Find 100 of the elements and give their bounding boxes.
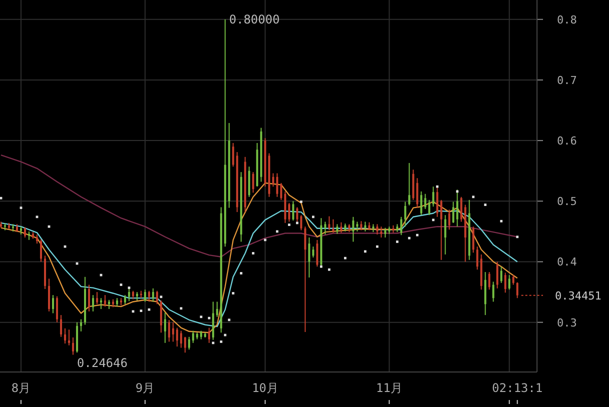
candlestick	[280, 182, 282, 200]
candlestick	[232, 142, 234, 168]
candlestick	[168, 319, 170, 342]
candlestick	[48, 278, 50, 312]
candlestick	[424, 193, 426, 210]
x-tick-label: 8月	[11, 381, 31, 395]
candlestick	[60, 314, 62, 338]
candlestick	[332, 218, 334, 234]
point	[516, 236, 519, 238]
candlestick	[504, 272, 506, 294]
candlestick	[500, 266, 502, 284]
candlestick	[144, 289, 146, 302]
candlestick	[400, 216, 402, 236]
x-tick-label: 02:13:1	[492, 381, 543, 395]
candlestick	[88, 284, 90, 312]
candlestick	[376, 224, 378, 235]
candlestick	[496, 261, 498, 289]
candlestick	[276, 172, 278, 198]
candlestick	[384, 227, 386, 238]
point	[228, 318, 230, 322]
y-tick-label: 0.6	[557, 134, 577, 148]
candlestick	[80, 318, 82, 332]
candlestick	[252, 172, 254, 194]
candlestick	[460, 196, 462, 222]
candlestick	[452, 201, 454, 224]
candlestick	[312, 246, 314, 258]
candlestick	[420, 190, 422, 216]
candlestick	[104, 294, 106, 308]
candlestick	[72, 336, 74, 356]
point	[132, 310, 134, 313]
x-tick-label: 11月	[376, 381, 402, 395]
candlestick	[100, 298, 102, 310]
candlestick	[444, 214, 446, 255]
candlestick	[432, 186, 434, 208]
y-tick-label: 0.8	[557, 13, 577, 26]
candlestick	[436, 187, 438, 218]
point	[140, 310, 142, 312]
y-tick-label: 0.4	[557, 256, 578, 269]
candlestick	[316, 239, 318, 268]
candlestick	[492, 281, 494, 302]
candlestick	[476, 246, 478, 270]
candlestick	[176, 327, 178, 348]
candlestick	[56, 296, 58, 323]
candlestick	[208, 327, 210, 344]
candlestick	[408, 162, 410, 206]
point	[312, 216, 314, 218]
candlestick	[356, 221, 358, 232]
y-tick-label: 0.3	[557, 316, 577, 330]
candlestick	[40, 238, 42, 262]
candlestick	[336, 224, 338, 234]
candlestick	[300, 214, 302, 231]
candlestick	[172, 322, 174, 342]
candlestick	[92, 294, 94, 312]
candlestick	[340, 222, 342, 234]
candlestick	[488, 272, 490, 290]
candlestick	[380, 226, 382, 238]
candlestick	[304, 226, 306, 333]
candlestick	[96, 292, 98, 305]
candlestick	[288, 202, 290, 222]
candlestick	[512, 274, 514, 286]
point	[180, 307, 182, 310]
candlestick	[164, 312, 166, 344]
candlestick	[160, 300, 162, 334]
candlestick	[328, 216, 330, 231]
candlestick	[128, 288, 130, 302]
x-tick-label: 10月	[252, 381, 278, 395]
candlestick	[108, 299, 110, 310]
y-tick-label: 0.5	[557, 195, 577, 208]
candlestick	[36, 234, 38, 244]
candlestick	[360, 220, 362, 231]
candlestick	[152, 288, 154, 302]
x-tick-label: 9月	[135, 381, 155, 395]
candlestick	[216, 301, 218, 318]
candlestick	[148, 290, 150, 302]
point	[100, 274, 102, 276]
annotation: 0.24646	[77, 356, 128, 370]
candlestick	[516, 282, 518, 299]
point	[500, 220, 503, 222]
candlestick	[324, 221, 326, 235]
candlestick	[64, 328, 66, 344]
candlestick	[404, 201, 406, 228]
candlestick	[352, 216, 354, 242]
candlestick	[292, 200, 294, 222]
candlestick	[52, 294, 54, 314]
candlestick	[192, 330, 194, 344]
point	[212, 342, 214, 344]
candlestick	[448, 209, 450, 230]
candlestick	[184, 336, 186, 354]
point	[264, 238, 266, 242]
y-tick-label: 0.7	[557, 74, 577, 87]
point	[160, 296, 162, 298]
candlestick	[156, 290, 158, 305]
candlestick	[428, 199, 430, 216]
candlestick	[24, 226, 26, 238]
candlestick	[472, 226, 474, 254]
ref-line-label: 0.34451	[555, 289, 602, 302]
candlestick	[416, 178, 418, 208]
candlestick	[508, 274, 510, 290]
candlestick	[296, 206, 298, 222]
candlestick	[308, 237, 310, 278]
